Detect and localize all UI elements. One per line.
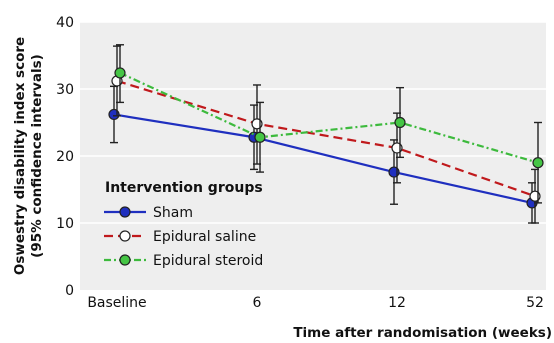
x-tick-label: 6: [253, 295, 262, 311]
series-line: [119, 71, 539, 164]
legend-title: Intervention groups: [105, 180, 263, 196]
y-tick-labels: 0 10 20 30 40: [56, 15, 74, 299]
data-point: [114, 67, 126, 79]
legend-label: Epidural saline: [153, 229, 256, 245]
x-tick-labels: Baseline 6 12 52: [87, 295, 544, 311]
series-epidural-steroid: [114, 44, 544, 204]
data-point: [532, 157, 544, 169]
legend-label: Epidural steroid: [153, 253, 263, 269]
y-tick-label: 40: [56, 15, 74, 31]
y-axis-title-line1: Oswestry disability index score: [12, 37, 28, 275]
series-layer: [108, 44, 544, 224]
y-tick-label: 10: [56, 216, 74, 232]
data-point: [394, 116, 406, 129]
legend: Intervention groups Sham Epidural saline E…: [104, 180, 263, 269]
series-line: [116, 79, 536, 198]
legend-marker: [119, 230, 131, 242]
x-tick-label: 52: [526, 295, 544, 311]
legend-marker: [119, 254, 131, 266]
x-axis-title: Time after randomisation (weeks): [293, 325, 552, 341]
legend-marker: [119, 206, 131, 218]
y-tick-label: 20: [56, 149, 74, 165]
legend-label: Sham: [153, 205, 193, 221]
gridlines: [80, 21, 546, 224]
series-line: [113, 113, 533, 204]
x-tick-label: 12: [388, 295, 406, 311]
y-tick-label: 0: [65, 283, 74, 299]
data-point: [254, 131, 266, 143]
y-axis-title-line2: (95% confidence intervals): [29, 54, 45, 258]
x-tick-label: Baseline: [87, 295, 146, 311]
y-tick-label: 30: [56, 82, 74, 98]
